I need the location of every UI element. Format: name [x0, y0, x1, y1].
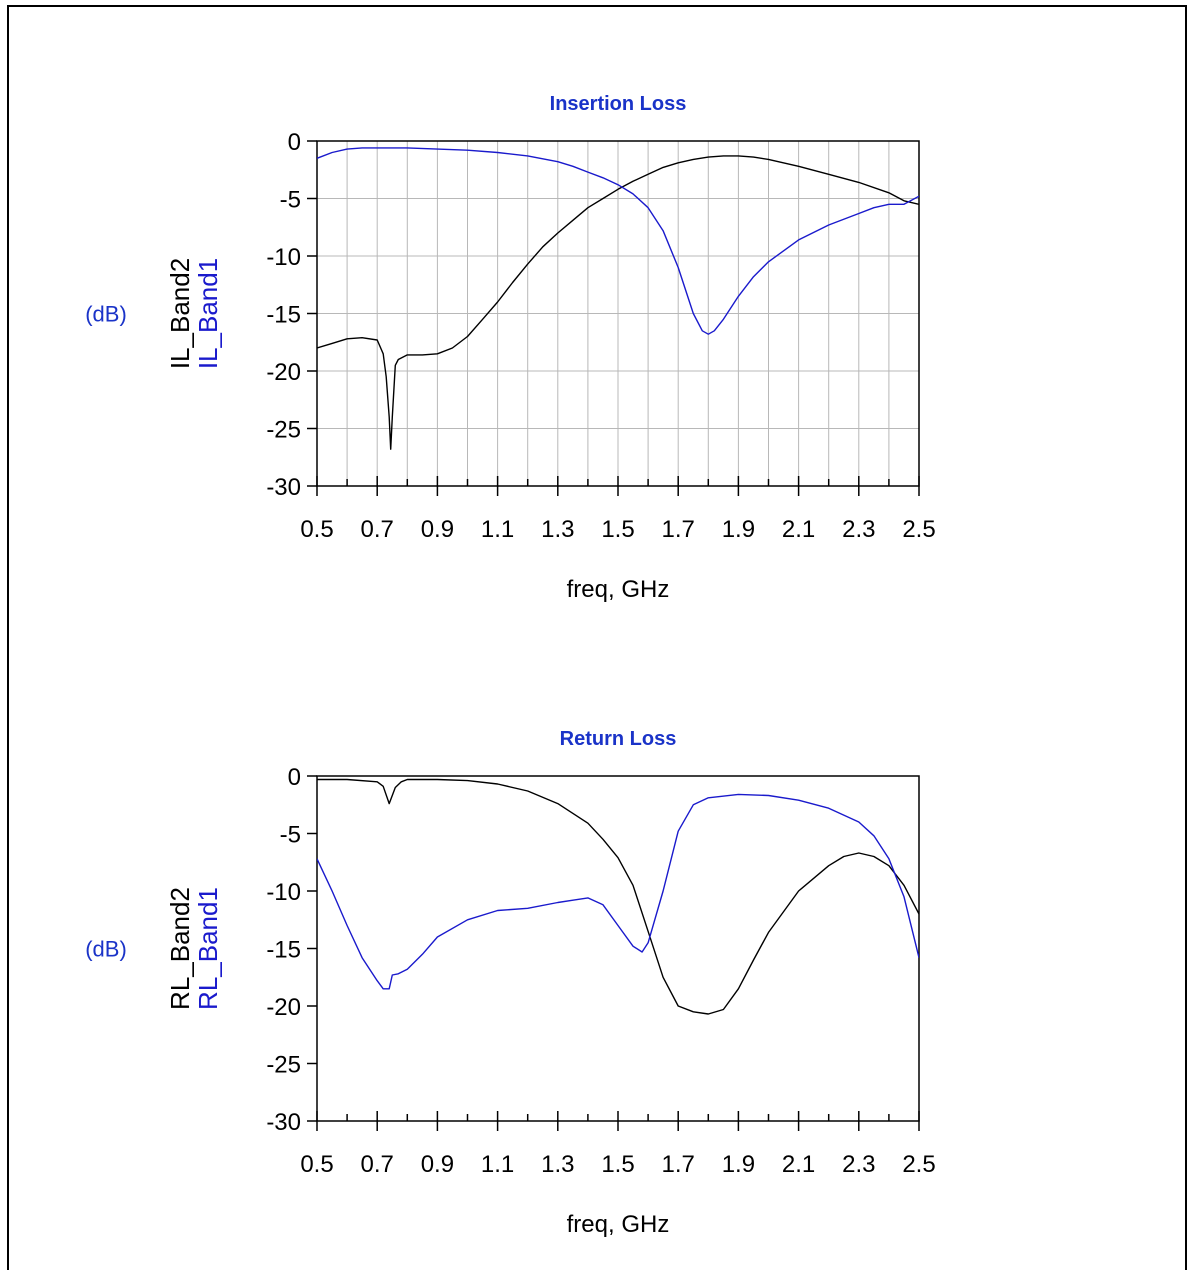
series-line-rl-band1 — [317, 793, 919, 990]
y-tick-label: -5 — [280, 822, 301, 849]
x-tick-label: 2.3 — [842, 516, 875, 543]
x-tick-label: 1.7 — [662, 1151, 695, 1178]
y-tick-label: -30 — [266, 474, 301, 501]
series-label-il-band1: IL_Band1 — [193, 258, 223, 369]
series-line-il-band1 — [317, 147, 919, 335]
x-tick-label: 0.7 — [361, 516, 394, 543]
x-tick-label: 1.1 — [481, 1151, 514, 1178]
x-tick-label: 2.5 — [902, 516, 935, 543]
y-tick-label: -15 — [266, 302, 301, 329]
x-tick-label: 1.5 — [601, 1151, 634, 1178]
y-tick-label: 0 — [288, 764, 301, 791]
y-tick-label: -25 — [266, 417, 301, 444]
y-tick-label: -30 — [266, 1109, 301, 1136]
series-label-rl-band2: RL_Band2 — [165, 887, 195, 1010]
y-tick-label: -15 — [266, 937, 301, 964]
x-tick-label: 2.1 — [782, 516, 815, 543]
y-tick-label: 0 — [288, 129, 301, 156]
y-tick-label: -5 — [280, 187, 301, 214]
y-tick-label: -10 — [266, 879, 301, 906]
x-axis-label: freq, GHz — [567, 576, 670, 603]
x-tick-label: 0.5 — [300, 516, 333, 543]
x-tick-label: 0.9 — [421, 1151, 454, 1178]
chart-title: Return Loss — [560, 728, 677, 750]
y-tick-label: -20 — [266, 359, 301, 386]
y-tick-label: -20 — [266, 994, 301, 1021]
figure-frame — [7, 5, 1187, 1270]
x-tick-label: 0.7 — [361, 1151, 394, 1178]
x-tick-label: 2.1 — [782, 1151, 815, 1178]
plot-area — [316, 775, 920, 1122]
series-line-rl-band2 — [317, 778, 919, 1015]
x-tick-label: 1.3 — [541, 1151, 574, 1178]
x-tick-label: 1.5 — [601, 516, 634, 543]
y-tick-label: -10 — [266, 244, 301, 271]
x-tick-label: 1.9 — [722, 516, 755, 543]
x-axis-label: freq, GHz — [567, 1211, 670, 1238]
y-tick-label: -25 — [266, 1052, 301, 1079]
x-tick-label: 1.1 — [481, 516, 514, 543]
series-line-il-band2 — [317, 155, 919, 450]
y-unit-label: (dB) — [85, 302, 127, 327]
x-tick-label: 2.5 — [902, 1151, 935, 1178]
x-tick-label: 0.5 — [300, 1151, 333, 1178]
x-tick-label: 1.3 — [541, 516, 574, 543]
x-tick-label: 2.3 — [842, 1151, 875, 1178]
chart-return-loss: 0.5 0.7 0.9 1.1 1.3 1.5 1.7 1.9 2.1 2.3 2.5 0 -5 -10 -… — [85, 728, 935, 1238]
x-tick-label: 1.9 — [722, 1151, 755, 1178]
series-label-rl-band1: RL_Band1 — [193, 887, 223, 1010]
chart-title: Insertion Loss — [550, 93, 687, 115]
x-tick-label: 1.7 — [662, 516, 695, 543]
series-label-il-band2: IL_Band2 — [165, 258, 195, 369]
chart-insertion-loss: 0.5 0.7 0.9 1.1 1.3 1.5 1.7 1.9 2.1 2.3 2.5 0 -5 -10 -… — [85, 93, 935, 603]
y-unit-label: (dB) — [85, 937, 127, 962]
x-tick-label: 0.9 — [421, 516, 454, 543]
